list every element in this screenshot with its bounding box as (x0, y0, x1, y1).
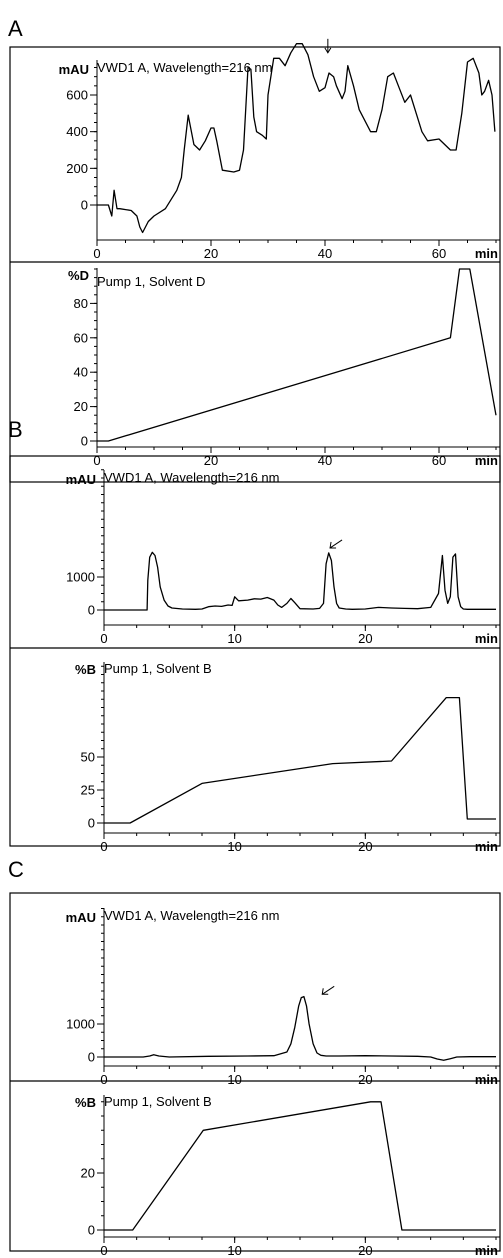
gradient-x-tick-label: 0 (100, 839, 107, 854)
signal-x-unit: min (475, 246, 498, 261)
signal-x-tick-label: 40 (318, 246, 332, 261)
signal-y-tick-label: 1000 (66, 1017, 95, 1032)
gradient-y-tick-label: 0 (88, 816, 95, 831)
signal-y-tick-label: 0 (88, 1050, 95, 1065)
signal-x-tick-label: 20 (358, 631, 372, 646)
peak-arrow-head (329, 541, 337, 549)
gradient-y-tick-label: 60 (74, 330, 88, 345)
gradient-y-tick-label: 80 (74, 296, 88, 311)
signal-y-tick-label: 600 (66, 88, 88, 103)
signal-x-tick-label: 20 (204, 246, 218, 261)
gradient-y-label: %D (68, 268, 89, 283)
signal-x-tick-label: 10 (227, 631, 241, 646)
gradient-x-tick-label: 0 (93, 453, 100, 468)
gradient-x-tick-label: 10 (227, 1243, 241, 1258)
signal-title: VWD1 A, Wavelength=216 nm (97, 60, 272, 75)
signal-y-tick-label: 400 (66, 124, 88, 139)
gradient-y-tick-label: 25 (81, 783, 95, 798)
panel-letter: B (8, 417, 23, 442)
panel-letter: C (8, 857, 24, 882)
panel-frame (9, 46, 501, 483)
signal-trace (104, 995, 496, 1061)
signal-y-label: mAU (59, 62, 89, 77)
panel-frame (9, 892, 501, 1252)
signal-y-label: mAU (66, 910, 96, 925)
signal-x-unit: min (475, 1072, 498, 1087)
gradient-y-tick-label: 40 (74, 365, 88, 380)
peak-arrow-head (321, 988, 329, 995)
signal-title: VWD1 A, Wavelength=216 nm (104, 908, 279, 923)
gradient-x-tick-label: 10 (227, 839, 241, 854)
gradient-title: Pump 1, Solvent B (104, 1094, 212, 1109)
signal-x-tick-label: 20 (358, 1072, 372, 1087)
gradient-x-unit: min (475, 453, 498, 468)
signal-trace (97, 43, 496, 234)
signal-x-tick-label: 10 (227, 1072, 241, 1087)
gradient-trace (104, 696, 496, 824)
gradient-trace (97, 268, 497, 442)
gradient-y-label: %B (75, 662, 96, 677)
signal-x-unit: min (475, 631, 498, 646)
panel-frame (9, 455, 501, 847)
gradient-y-label: %B (75, 1095, 96, 1110)
gradient-x-tick-label: 20 (358, 1243, 372, 1258)
signal-y-tick-label: 200 (66, 161, 88, 176)
signal-x-tick-label: 0 (100, 1072, 107, 1087)
signal-x-tick-label: 0 (93, 246, 100, 261)
signal-title: VWD1 A, Wavelength=216 nm (104, 470, 279, 485)
peak-arrow-head (324, 47, 332, 54)
gradient-trace (104, 1101, 496, 1231)
gradient-y-tick-label: 50 (81, 750, 95, 765)
gradient-x-tick-label: 40 (318, 453, 332, 468)
gradient-y-tick-label: 0 (88, 1223, 95, 1238)
signal-x-tick-label: 60 (432, 246, 446, 261)
gradient-x-tick-label: 20 (358, 839, 372, 854)
gradient-x-tick-label: 20 (204, 453, 218, 468)
gradient-y-tick-label: 20 (81, 1166, 95, 1181)
peak-arrow-shaft (329, 539, 343, 549)
gradient-y-tick-label: 0 (81, 434, 88, 449)
gradient-x-unit: min (475, 839, 498, 854)
panel-letter: A (8, 16, 23, 41)
gradient-title: Pump 1, Solvent D (97, 274, 205, 289)
gradient-y-tick-label: 20 (74, 399, 88, 414)
gradient-x-tick-label: 60 (432, 453, 446, 468)
gradient-x-tick-label: 0 (100, 1243, 107, 1258)
signal-y-tick-label: 0 (88, 603, 95, 618)
gradient-x-unit: min (475, 1243, 498, 1258)
signal-trace (104, 551, 496, 611)
signal-x-tick-label: 0 (100, 631, 107, 646)
signal-y-tick-label: 0 (81, 198, 88, 213)
signal-y-tick-label: 1000 (66, 570, 95, 585)
signal-y-label: mAU (66, 472, 96, 487)
gradient-title: Pump 1, Solvent B (104, 661, 212, 676)
peak-arrow-shaft (321, 985, 335, 995)
